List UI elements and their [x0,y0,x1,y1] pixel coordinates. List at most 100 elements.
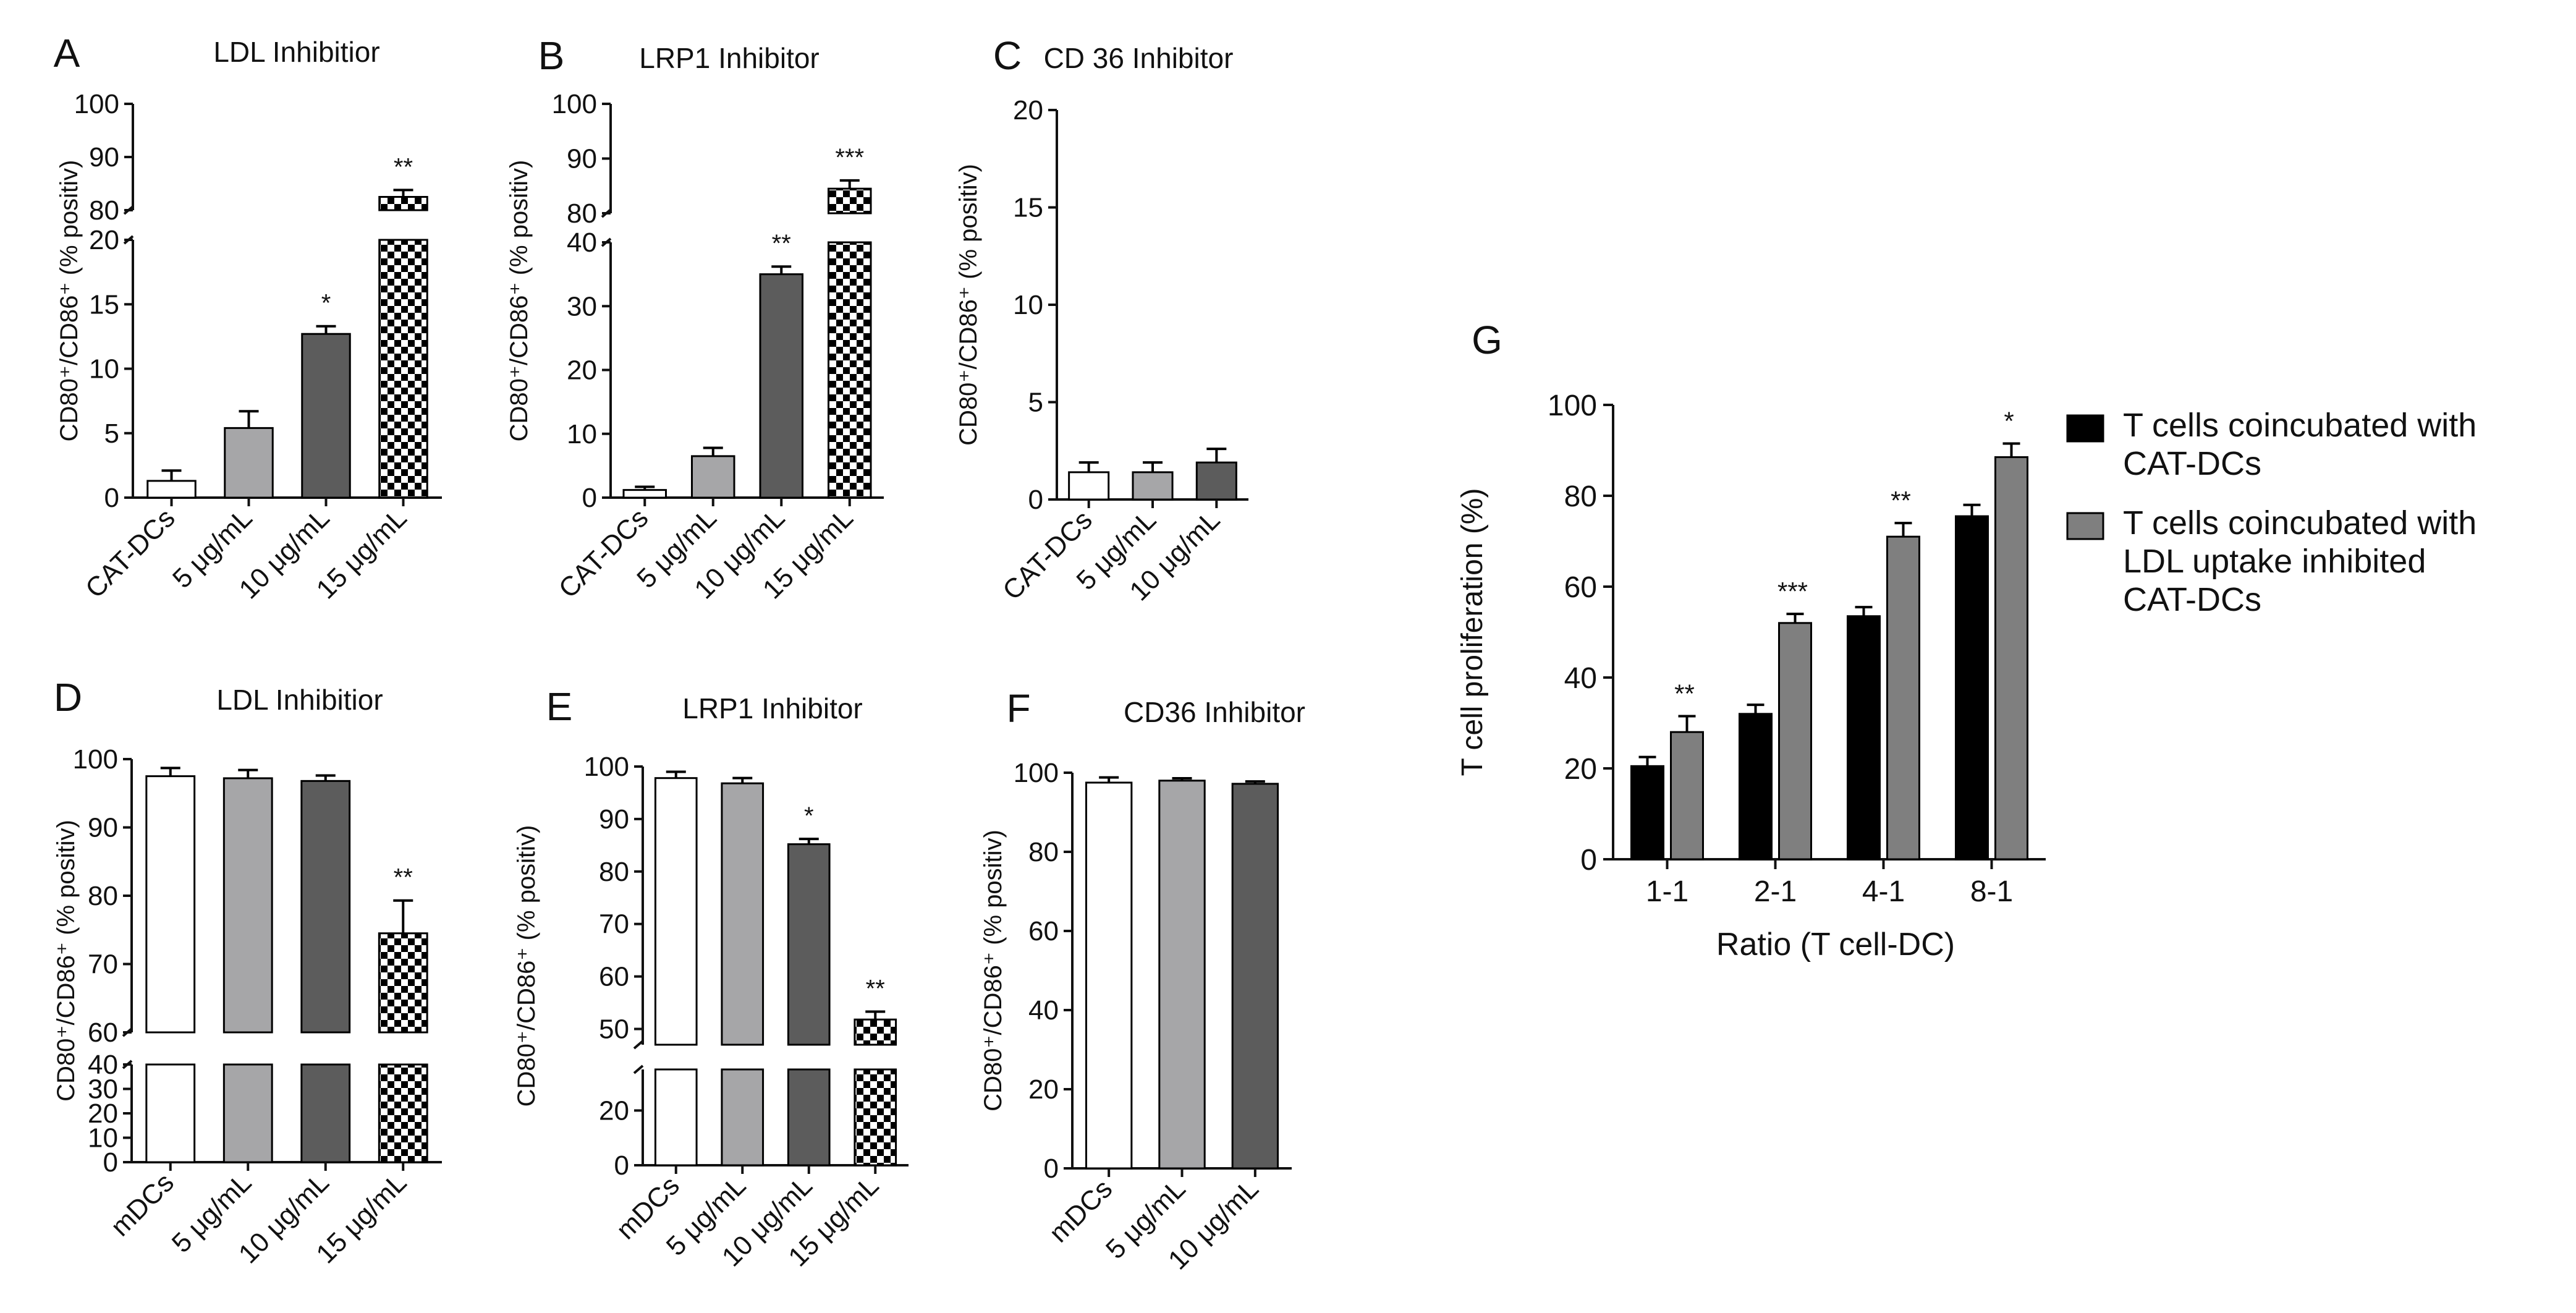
panel-title-A: LDL Inhibitior [213,36,379,68]
bar-C-1 [1132,471,1174,501]
bar-D-3 [378,932,428,1034]
legend-text-G-0: CAT-DCs [2123,445,2261,482]
y-tick-label-A: 5 [104,419,119,449]
y-tick-label-F: 20 [1028,1074,1059,1105]
bar-E-0 [654,777,698,1046]
significance-E-2: * [804,802,814,830]
bar-B-3 [827,187,872,215]
bar-G-0-3 [1955,515,1989,860]
y-tick-label-E: 90 [599,804,629,835]
y-tick-label-D: 70 [88,950,118,980]
y-tick-label-G: 40 [1564,662,1597,695]
bar-D-0 [145,775,196,1034]
x-tick-label-G: 1-1 [1646,875,1688,908]
y-tick-label-A: 90 [89,142,119,172]
bar-F-1 [1158,780,1206,1170]
x-axis-label-G: Ratio (T cell-DC) [1716,927,1955,962]
bar-B-3 [827,241,872,499]
x-tick-label-G: 2-1 [1754,875,1797,908]
y-axis-label-C: CD80⁺/CD86⁺ (% positiv) [955,164,982,446]
y-tick-label-B: 10 [567,419,597,449]
panel-label-E: E [546,684,573,729]
panel-label-G: G [1472,318,1502,362]
panel-label-F: F [1006,686,1030,731]
bar-G-1-1 [1778,622,1812,860]
y-tick-label-G: 100 [1548,389,1597,422]
panel-G: G T cell proliferation (%) Ratio (T cell-D… [1456,318,2476,962]
significance-G-3: * [2004,406,2014,435]
bar-C-2 [1195,461,1237,501]
y-axis-label-B: CD80⁺/CD86⁺ (% positiv) [506,160,533,442]
bar-F-0 [1085,781,1133,1170]
bar-A-2 [301,333,351,499]
panel-label-C: C [993,33,1022,78]
y-axis-label-G: T cell proliferation (%) [1456,488,1489,776]
legend-text-G-0: T cells coincubated with [2123,407,2476,444]
x-tick-label-B: CAT-DCs [553,503,655,604]
y-tick-label-B: 100 [552,89,597,119]
y-tick-label-G: 60 [1564,571,1597,604]
y-tick-label-C: 10 [1013,290,1043,320]
y-axis-label-F: CD80⁺/CD86⁺ (% positiv) [980,830,1007,1111]
y-tick-label-B: 40 [567,227,597,258]
y-tick-label-D: 20 [88,1098,118,1129]
significance-G-2: ** [1891,486,1911,515]
y-tick-label-B: 0 [582,483,597,513]
y-tick-label-D: 80 [88,881,118,911]
panel-label-D: D [54,675,82,720]
y-tick-label-E: 80 [599,857,629,887]
x-tick-label-A: CAT-DCs [80,503,181,604]
bar-E-1 [721,1068,765,1166]
y-tick-label-G: 20 [1564,753,1597,786]
panel-E: E LRP1 Inhibitor CD80⁺/CD86⁺ (% positiv) 0 2… [513,684,909,1272]
y-tick-label-C: 20 [1013,95,1043,125]
y-tick-label-A: 80 [89,195,119,226]
y-tick-label-C: 15 [1013,193,1043,223]
bar-G-1-0 [1670,731,1704,860]
y-tick-label-C: 0 [1028,485,1043,515]
y-tick-label-G: 0 [1580,844,1597,877]
significance-G-1: *** [1777,577,1808,606]
bar-B-0 [622,489,667,499]
bar-G-0-0 [1630,765,1664,860]
x-tick-label-G: 4-1 [1862,875,1905,908]
bar-A-3 [378,239,428,499]
panel-title-C: CD 36 Inhibitor [1044,42,1234,74]
y-tick-label-A: 15 [89,289,119,320]
bar-C-0 [1068,471,1110,501]
x-tick-label-G: 8-1 [1970,875,2013,908]
x-tick-label-D: mDCs [105,1167,180,1242]
significance-B-2: ** [772,230,791,257]
significance-A-2: * [321,290,331,317]
y-tick-label-D: 10 [88,1123,118,1154]
bar-E-3 [854,1068,897,1166]
significance-E-3: ** [866,975,885,1003]
panel-title-E: LRP1 Inhibitor [682,692,863,724]
significance-A-3: ** [394,153,413,181]
bar-G-0-2 [1847,615,1881,860]
panel-C: C CD 36 Inhibitor CD80⁺/CD86⁺ (% positiv) 0… [955,33,1248,606]
y-tick-label-C: 5 [1028,388,1043,418]
y-tick-label-F: 100 [1014,758,1059,788]
bar-A-0 [146,480,197,499]
y-tick-label-D: 100 [73,744,118,775]
bar-E-1 [721,782,765,1046]
bar-A-3 [378,196,428,211]
axis-break-mark-E [633,1040,644,1050]
bar-E-2 [787,843,831,1046]
y-tick-label-D: 40 [88,1050,118,1080]
bar-D-1 [222,777,273,1034]
bar-B-2 [759,273,804,499]
legend-text-G-1: T cells coincubated with [2123,504,2476,542]
panel-title-F: CD36 Inhibitor [1124,696,1305,728]
y-tick-label-A: 10 [89,354,119,385]
legend-text-G-1: LDL uptake inhibited [2123,543,2426,580]
y-tick-label-E: 50 [599,1014,629,1045]
panel-F: F CD36 Inhibitor CD80⁺/CD86⁺ (% positiv) 0 2… [980,686,1305,1275]
bar-B-1 [690,455,735,499]
y-tick-label-B: 30 [567,291,597,321]
y-tick-label-F: 60 [1028,916,1059,946]
y-tick-label-A: 100 [74,89,119,119]
